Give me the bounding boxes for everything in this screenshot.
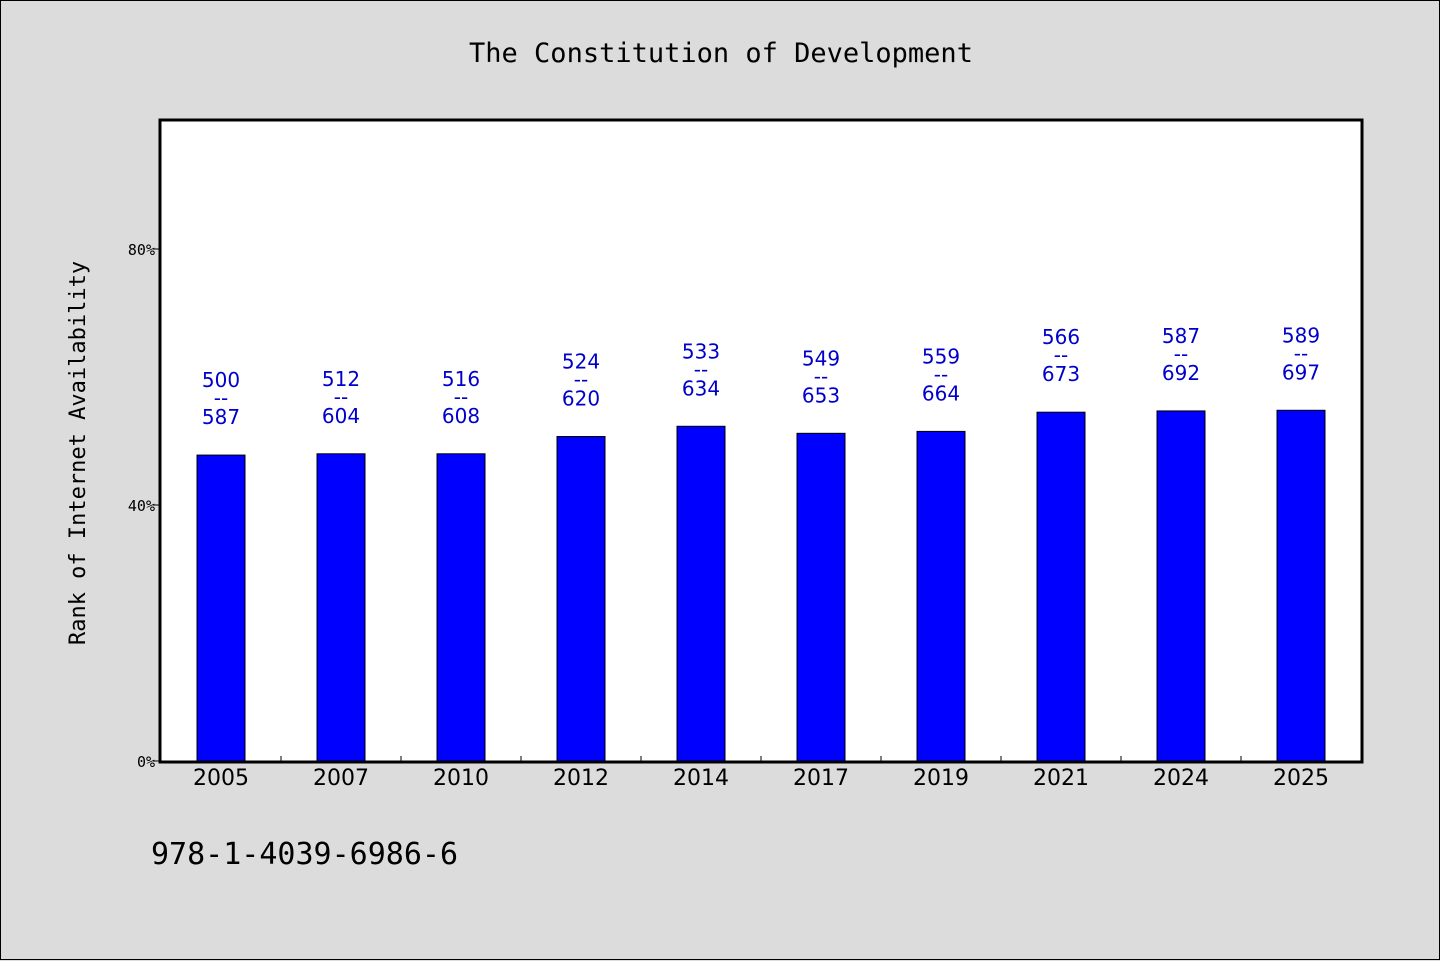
- x-axis: 2005 2007 2010 2012 2014 2017 2019 2021 2024 2025: [193, 756, 1329, 791]
- data-label-low: 559: [922, 344, 960, 368]
- data-label-high: 604: [322, 404, 360, 428]
- data-label-separator: --: [1294, 341, 1308, 365]
- isbn-text: 978-1-4039-6986-6: [151, 837, 458, 872]
- x-tick-label: 2021: [1033, 766, 1089, 791]
- y-axis-label: Rank of Internet Availability: [66, 261, 91, 645]
- data-label-high: 673: [1042, 362, 1080, 386]
- data-label-separator: --: [574, 368, 588, 392]
- bar: [1276, 409, 1326, 762]
- data-label-low: 524: [562, 350, 600, 374]
- data-label-low: 566: [1042, 325, 1080, 349]
- bar: [796, 432, 846, 762]
- bar-series: [196, 409, 1326, 762]
- data-label-high: 664: [922, 381, 960, 405]
- data-label-high: 587: [202, 405, 240, 429]
- data-label-separator: --: [814, 364, 828, 388]
- chart-title: The Constitution of Development: [469, 38, 973, 69]
- data-label-low: 500: [202, 368, 240, 392]
- data-label-separator: --: [694, 357, 708, 381]
- x-tick-label: 2014: [673, 766, 729, 791]
- bar: [676, 425, 726, 762]
- x-tick-label: 2024: [1153, 766, 1209, 791]
- data-label-high: 692: [1162, 361, 1200, 385]
- y-tick-label: 80%: [128, 241, 155, 259]
- x-tick-label: 2007: [313, 766, 369, 791]
- data-label-low: 512: [322, 367, 360, 391]
- y-tick-label: 40%: [128, 497, 155, 515]
- bar: [916, 430, 966, 762]
- data-label-separator: --: [1054, 343, 1068, 367]
- bar: [1036, 411, 1086, 762]
- x-tick-label: 2019: [913, 766, 969, 791]
- bar: [556, 436, 606, 762]
- bar: [196, 454, 246, 762]
- bar: [316, 453, 366, 762]
- data-label-low: 533: [682, 339, 720, 363]
- x-tick-label: 2010: [433, 766, 489, 791]
- data-label-high: 634: [682, 376, 720, 400]
- bar: [1156, 410, 1206, 762]
- data-label-low: 516: [442, 367, 480, 391]
- data-label-separator: --: [334, 385, 348, 409]
- data-label-low: 587: [1162, 324, 1200, 348]
- data-label-low: 589: [1282, 323, 1320, 347]
- data-label-separator: --: [934, 362, 948, 386]
- y-tick-label: 0%: [137, 753, 155, 771]
- data-label-separator: --: [454, 385, 468, 409]
- x-tick-label: 2025: [1273, 766, 1329, 791]
- data-label-high: 620: [562, 387, 600, 411]
- data-label-high: 608: [442, 404, 480, 428]
- data-label-low: 549: [802, 346, 840, 370]
- x-tick-label: 2005: [193, 766, 249, 791]
- x-tick-label: 2017: [793, 766, 849, 791]
- data-labels: 587--500604--512608--516620--524634--533…: [202, 323, 1320, 429]
- data-label-separator: --: [214, 386, 228, 410]
- data-label-high: 697: [1282, 360, 1320, 384]
- bar: [436, 453, 486, 762]
- data-label-separator: --: [1174, 342, 1188, 366]
- data-label-high: 653: [802, 383, 840, 407]
- y-axis: 0% 40% 80%: [128, 241, 161, 771]
- x-tick-label: 2012: [553, 766, 609, 791]
